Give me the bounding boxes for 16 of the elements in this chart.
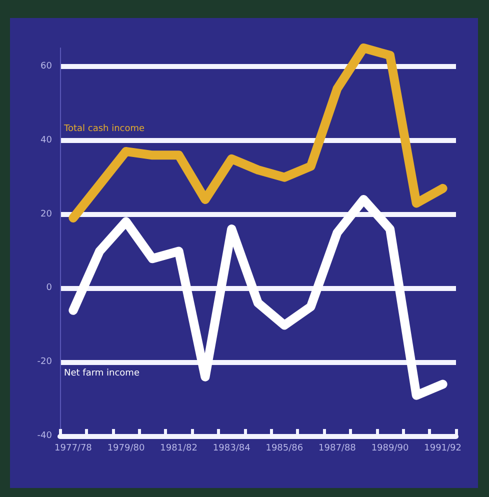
x-tick-label: 1985/86 xyxy=(266,444,304,454)
y-tick-label: 20 xyxy=(40,209,52,220)
y-tick-label: 0 xyxy=(46,283,52,294)
text: Net farm income xyxy=(64,368,140,379)
x-tick-label: 1981/82 xyxy=(160,444,198,454)
x-tick-label: 1989/90 xyxy=(371,444,409,454)
x-tick-label: 1983/84 xyxy=(212,444,251,454)
y-tick-label: -40 xyxy=(37,431,52,441)
y-tick-label: 40 xyxy=(40,135,52,146)
y-tick-label: 60 xyxy=(40,61,52,72)
x-tick-label: 1979/80 xyxy=(107,444,145,454)
y-tick-label: -20 xyxy=(37,357,52,368)
x-tick-label: 1991/92 xyxy=(424,444,462,454)
x-tick-label: 1977/78 xyxy=(54,444,92,454)
x-tick-label: 1987/88 xyxy=(318,444,356,454)
text: Total cash income xyxy=(63,124,146,134)
